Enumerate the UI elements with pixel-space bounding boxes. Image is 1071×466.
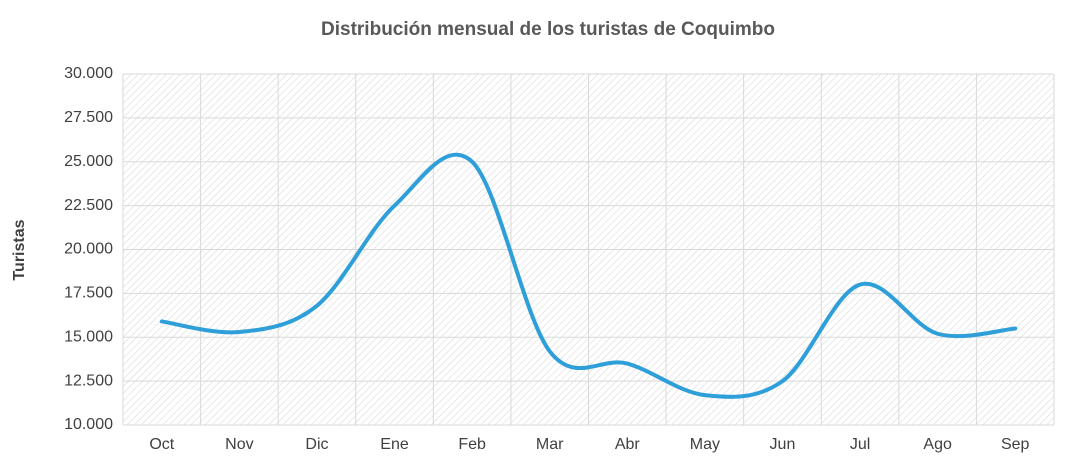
x-tick-label: Oct: [149, 436, 174, 453]
x-tick-label: May: [690, 436, 720, 453]
x-tick-label: Dic: [305, 436, 328, 453]
chart-title: Distribución mensual de los turistas de …: [321, 19, 775, 40]
y-tick-label: 12.500: [64, 372, 113, 389]
x-tick-label: Mar: [536, 436, 564, 453]
line: [159, 152, 1018, 399]
x-tick-label: Abr: [615, 436, 641, 453]
y-tick-label: 22.500: [64, 197, 113, 214]
y-tick-label: 27.500: [64, 109, 113, 126]
y-axis-label: Turistas: [11, 219, 28, 280]
y-tick-label: 25.000: [64, 153, 113, 170]
y-tick-label: 17.500: [64, 285, 113, 302]
x-tick-label: Feb: [458, 436, 486, 453]
y-tick-label: 15.000: [64, 328, 113, 345]
y-tick-label: 10.000: [64, 416, 113, 433]
x-tick-label: Jul: [850, 436, 870, 453]
x-tick-label: Jun: [770, 436, 796, 453]
y-tick-label: 30.000: [64, 65, 113, 82]
x-tick-label: Ene: [380, 436, 409, 453]
x-tick-label: Ago: [923, 436, 952, 453]
x-tick-label: Sep: [1001, 436, 1030, 453]
x-tick-label: Nov: [225, 436, 253, 453]
y-tick-label: 20.000: [64, 241, 113, 258]
